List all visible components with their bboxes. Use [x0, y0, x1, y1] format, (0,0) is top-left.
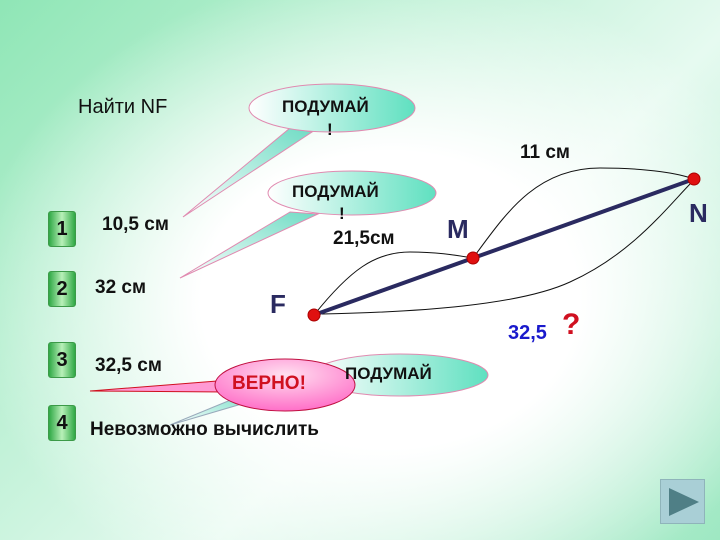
- segment-MN-length: 11 см: [520, 142, 570, 163]
- correct-text: ВЕРНО!: [232, 373, 306, 394]
- think-callout-2-text: ПОДУМАЙ: [292, 182, 379, 201]
- answer-4-label[interactable]: Невозможно вычислить: [90, 419, 319, 440]
- think-callout-2-mark: !: [339, 204, 345, 223]
- answer-4-button[interactable]: 4: [48, 405, 76, 441]
- segment-FN: [313, 177, 695, 317]
- label-F: F: [270, 289, 286, 319]
- point-M: [466, 251, 480, 265]
- arc-FM: [313, 251, 474, 316]
- label-N: N: [689, 198, 708, 228]
- point-N: [687, 172, 701, 186]
- segment-FN-value: 32,5: [508, 322, 547, 344]
- answer-1-label[interactable]: 10,5 см: [102, 214, 169, 235]
- arc-FN: [321, 183, 691, 315]
- think-callout-3-text: ПОДУМАЙ: [345, 364, 432, 383]
- correct-callout: [89, 358, 356, 412]
- think-callout-1-text: ПОДУМАЙ: [282, 97, 369, 116]
- segment-FM-length: 21,5см: [333, 228, 395, 249]
- answer-3-label[interactable]: 32,5 см: [95, 355, 162, 376]
- point-F: [307, 308, 321, 322]
- answer-1-button[interactable]: 1: [48, 211, 76, 247]
- segment-FN-unknown: ?: [562, 308, 581, 341]
- task-title: Найти NF: [78, 96, 168, 118]
- think-callout-2: [179, 170, 437, 279]
- answer-2-label[interactable]: 32 см: [95, 277, 147, 298]
- next-slide-button[interactable]: [660, 479, 705, 524]
- arc-MN: [472, 167, 695, 259]
- think-callout-1: [182, 83, 416, 218]
- think-callout-1-mark: !: [327, 120, 333, 139]
- label-M: M: [447, 214, 469, 244]
- answer-3-button[interactable]: 3: [48, 342, 76, 378]
- answer-2-button[interactable]: 2: [48, 271, 76, 307]
